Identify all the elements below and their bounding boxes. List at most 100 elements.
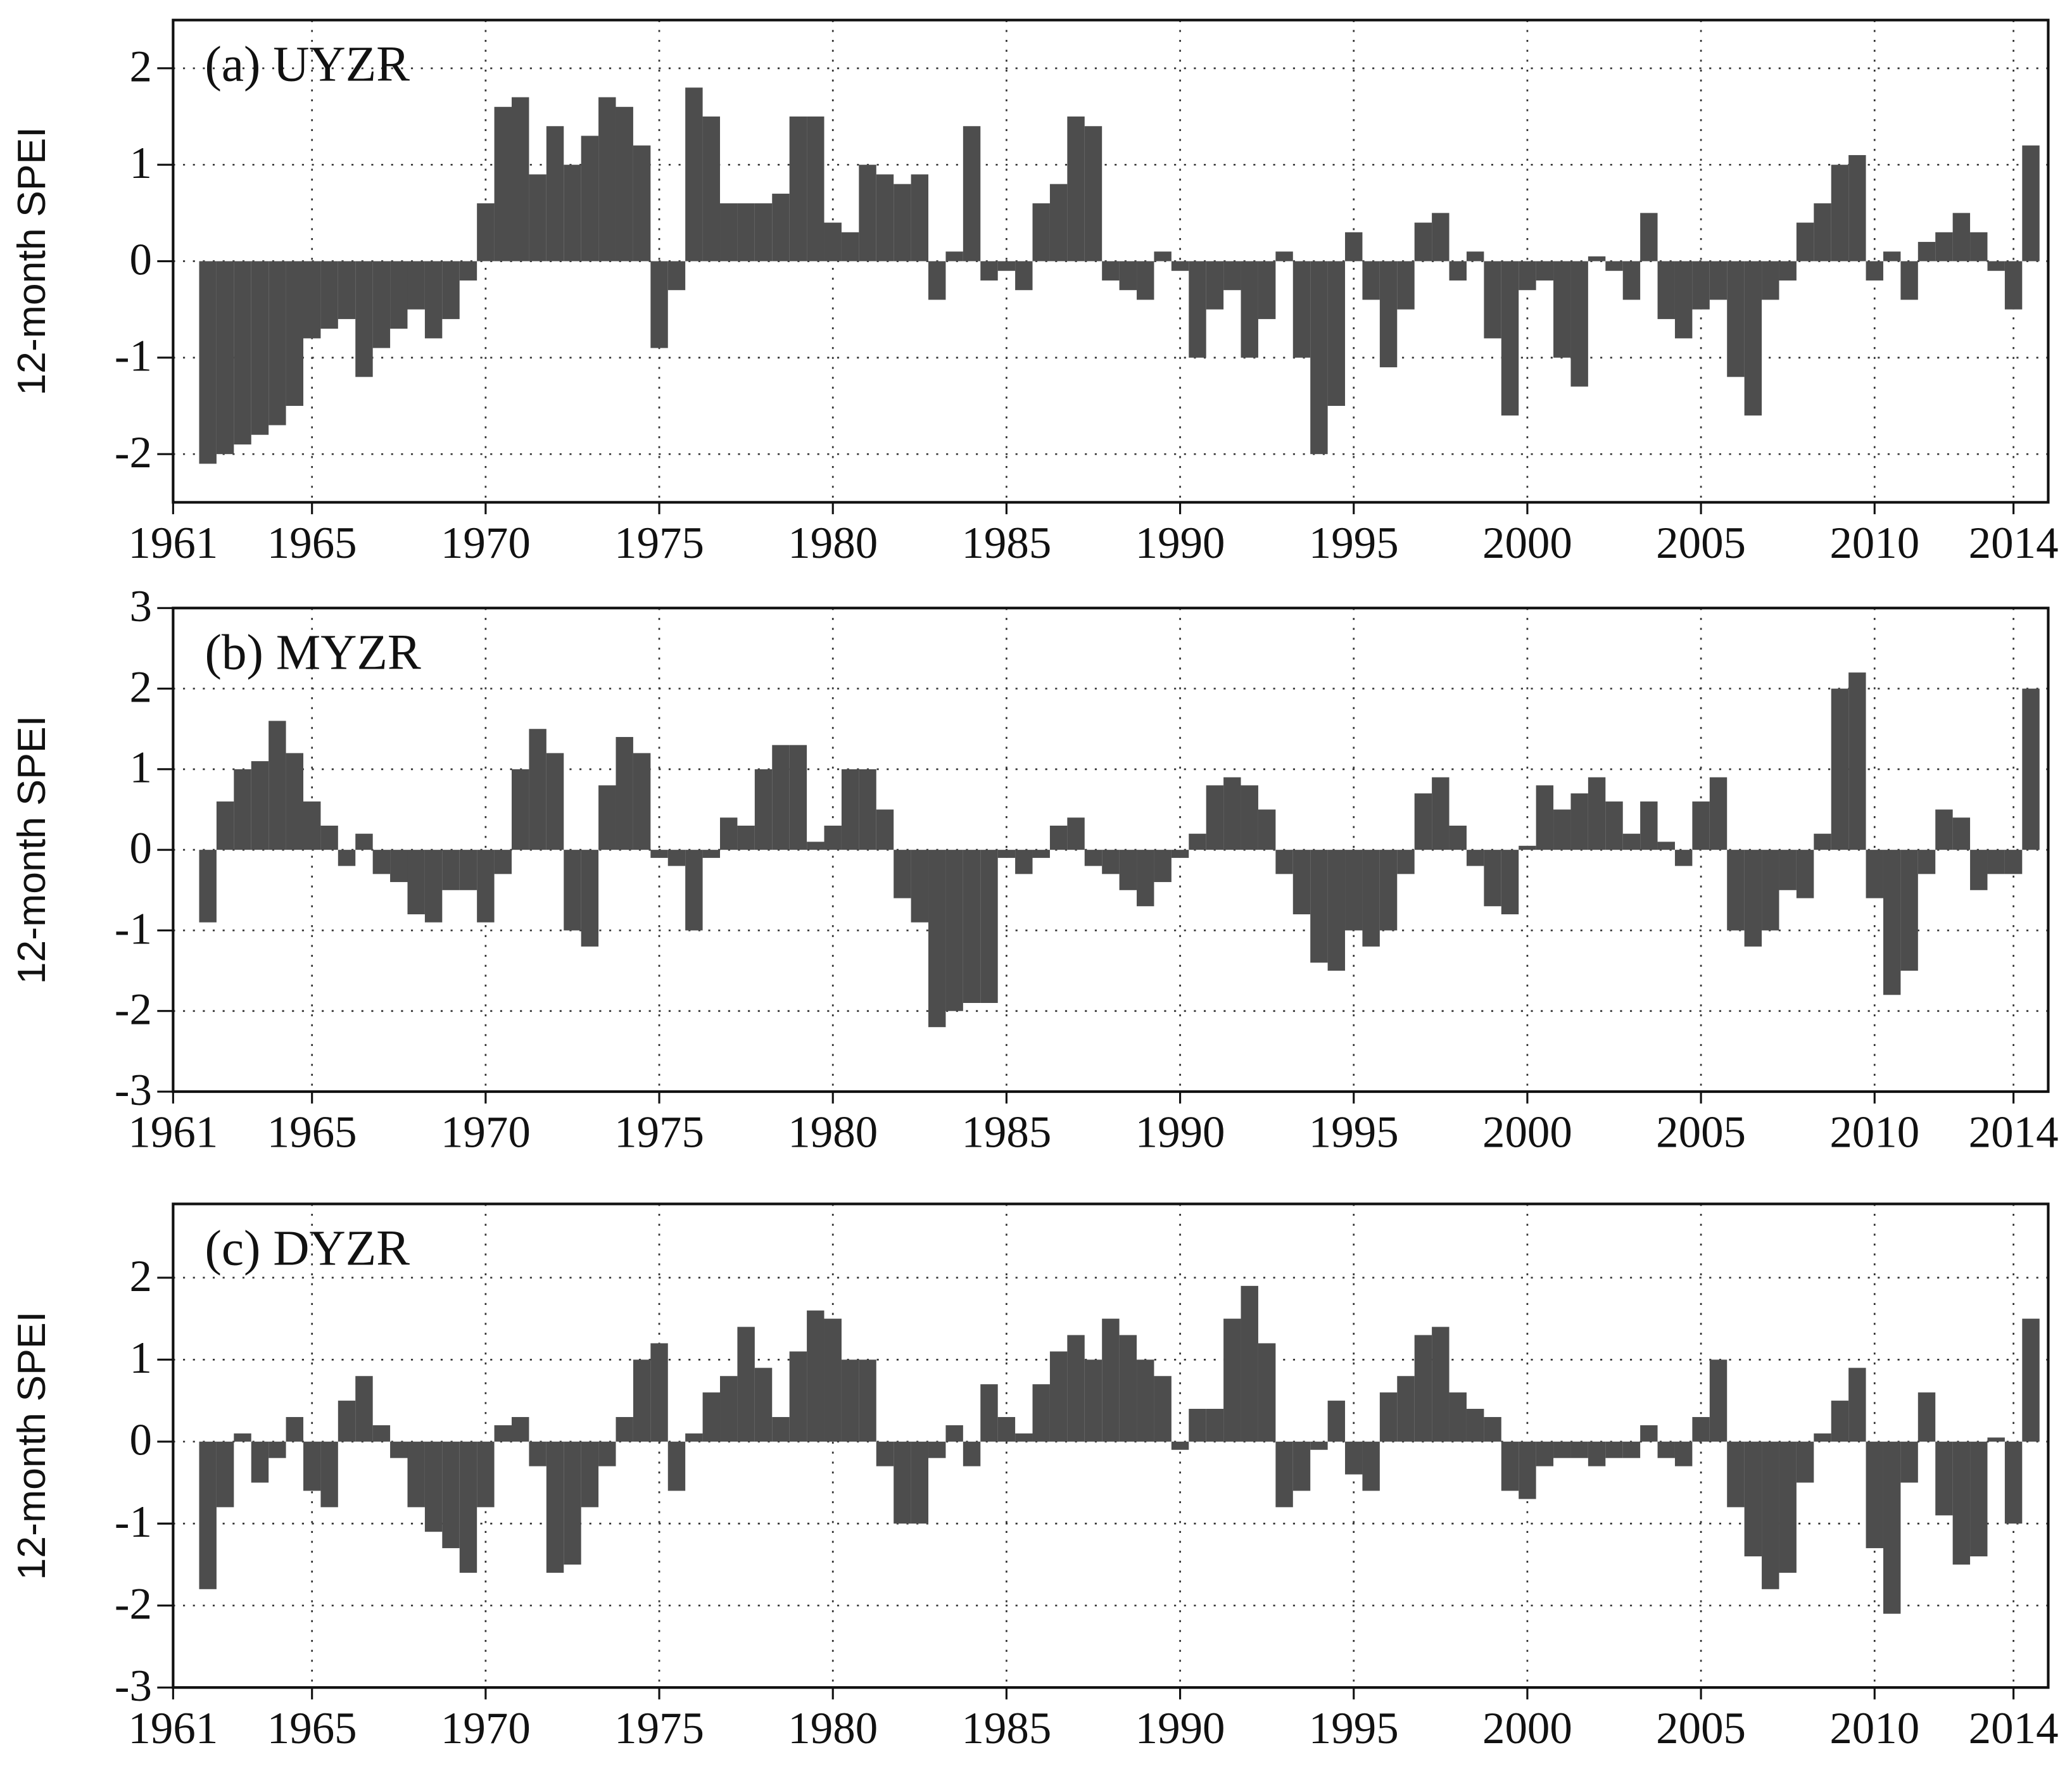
bar — [251, 261, 269, 435]
bar — [859, 769, 876, 850]
y-tick-label: -1 — [115, 1497, 152, 1547]
x-tick-label: 2010 — [1829, 1108, 1919, 1157]
bar — [1640, 1425, 1658, 1442]
bar — [598, 97, 616, 262]
bar — [1779, 261, 1797, 280]
bar — [876, 174, 894, 262]
bar — [911, 174, 929, 262]
bar — [338, 1401, 356, 1442]
bar — [1032, 1384, 1050, 1442]
bar — [1015, 850, 1033, 874]
bar — [529, 729, 546, 850]
bar — [1831, 165, 1849, 262]
bar — [1449, 261, 1467, 280]
bar — [529, 1441, 546, 1466]
bar — [512, 97, 529, 262]
bar — [1952, 1441, 1971, 1565]
plot-frame — [172, 1202, 2050, 1689]
y-tick-label: -2 — [115, 1580, 152, 1629]
bar — [945, 850, 963, 1011]
bar — [1206, 785, 1224, 850]
bar — [1258, 809, 1276, 850]
bar — [876, 809, 894, 850]
x-tick-label: 2014 — [1969, 519, 2059, 568]
bar — [720, 817, 738, 850]
bar — [702, 1392, 721, 1442]
y-tick-label: 2 — [130, 662, 152, 712]
bar — [1848, 154, 1866, 262]
bar — [1102, 1318, 1120, 1442]
x-tick-label: 1995 — [1309, 1704, 1399, 1753]
bar — [1119, 1335, 1137, 1442]
y-axis-label: 12-month SPEI — [9, 127, 54, 395]
bar — [807, 841, 824, 850]
bar — [216, 801, 234, 850]
panel-title: (b) MYZR — [205, 624, 420, 680]
bar — [1519, 1441, 1536, 1499]
bar — [477, 850, 495, 923]
x-tick-label: 1990 — [1135, 1704, 1225, 1753]
bar — [303, 261, 321, 339]
bar — [720, 203, 738, 262]
bar — [1900, 261, 1918, 300]
bar — [1154, 850, 1172, 883]
bar — [1831, 1401, 1849, 1442]
bar — [1640, 801, 1658, 850]
bar — [355, 261, 373, 377]
bar — [980, 1384, 998, 1442]
x-tick-label: 1985 — [961, 519, 1051, 568]
bar — [894, 1441, 911, 1524]
bar — [1067, 817, 1085, 850]
bar — [702, 117, 721, 262]
bar — [1362, 1441, 1380, 1491]
bar — [407, 850, 425, 914]
y-tick-label: 2 — [130, 42, 152, 92]
bar — [1275, 251, 1293, 262]
bar — [1917, 242, 1936, 262]
bar — [1049, 1351, 1068, 1442]
bar — [1379, 850, 1398, 931]
x-tick-label: 2005 — [1656, 519, 1746, 568]
bar — [1674, 850, 1693, 866]
bar — [1432, 1327, 1450, 1442]
bar — [338, 261, 356, 319]
x-tick-label: 1965 — [267, 1108, 357, 1157]
bar — [1883, 850, 1901, 995]
bar — [1015, 1433, 1033, 1442]
bar — [1727, 1441, 1745, 1508]
bar — [1484, 850, 1501, 907]
bar — [1362, 850, 1380, 947]
bar — [1258, 261, 1276, 319]
bar — [1848, 672, 1866, 850]
bar — [616, 1416, 633, 1442]
bar — [268, 1441, 286, 1458]
bar — [1536, 1441, 1554, 1466]
bar — [1744, 850, 1762, 947]
bar — [407, 1441, 425, 1508]
bar — [616, 106, 633, 262]
bar — [1484, 1416, 1501, 1442]
x-tick-label: 1961 — [128, 1704, 218, 1753]
bar — [390, 850, 408, 883]
y-tick-label: 1 — [130, 743, 152, 793]
x-tick-label: 2005 — [1656, 1704, 1746, 1753]
x-tick-label: 2014 — [1969, 1704, 2059, 1753]
bar — [1397, 261, 1415, 310]
y-tick-label: -2 — [115, 428, 152, 477]
bar — [1241, 261, 1258, 358]
bar — [737, 203, 755, 262]
bar — [824, 222, 842, 262]
bar — [1137, 1359, 1154, 1442]
x-tick-label: 1961 — [128, 519, 218, 568]
bar — [251, 1441, 269, 1483]
bar — [1588, 256, 1606, 262]
y-tick-label: 3 — [130, 582, 152, 631]
bar — [1345, 232, 1363, 262]
bar — [1119, 261, 1137, 291]
bar — [1275, 1441, 1293, 1508]
bar — [1327, 850, 1346, 971]
bar — [1189, 833, 1206, 850]
bar — [355, 1376, 373, 1442]
x-tick-label: 2000 — [1482, 519, 1572, 568]
bar — [1796, 1441, 1814, 1483]
